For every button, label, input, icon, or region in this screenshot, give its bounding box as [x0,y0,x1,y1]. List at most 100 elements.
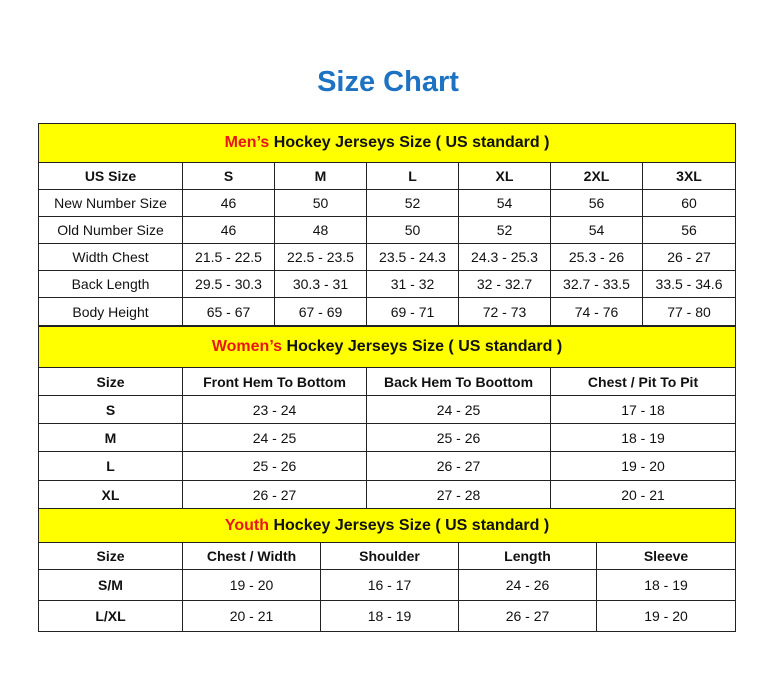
table-cell: 46 [182,189,275,217]
table-cell: 60 [641,189,737,217]
table-cell: 19 - 20 [595,600,737,632]
row-label: New Number Size [38,189,183,217]
section-title: Women’s Hockey Jerseys Size ( US standar… [37,326,737,368]
table-cell: 18 - 19 [549,423,737,452]
table-cell: 32 - 32.7 [458,270,551,298]
table-cell: 50 [366,216,459,244]
section-title-highlight: Men’s [224,134,270,151]
table-cell: 24 - 26 [458,569,597,601]
table-row: L 25 - 26 26 - 27 19 - 20 [38,451,737,481]
column-header: S [182,162,275,190]
row-label: S/M [38,569,183,601]
row-label: XL [38,480,183,509]
womens-size-table: Women’s Hockey Jerseys Size ( US standar… [37,326,737,509]
table-cell: 25 - 26 [182,451,367,481]
table-cell: 25 - 26 [366,423,551,452]
table-cell: 27 - 28 [366,480,551,509]
section-title-highlight: Women’s [211,338,283,355]
table-cell: 23 - 24 [182,395,367,424]
row-label: L/XL [38,600,183,632]
womens-banner: Women’s Hockey Jerseys Size ( US standar… [37,326,737,368]
table-cell: 56 [641,216,737,244]
section-title: Men’s Hockey Jerseys Size ( US standard … [37,123,737,163]
column-header: L [366,162,459,190]
table-cell: 25.3 - 26 [550,243,643,271]
row-label: Width Chest [38,243,183,271]
table-cell: 24 - 25 [182,423,367,452]
row-label: S [38,395,183,424]
table-row: Width Chest 21.5 - 22.5 22.5 - 23.5 23.5 - … [38,243,737,271]
section-title: Youth Hockey Jerseys Size ( US standard … [37,508,737,543]
table-cell: 67 - 69 [274,297,367,326]
table-row: XL 26 - 27 27 - 28 20 - 21 [38,480,737,509]
table-cell: 52 [458,216,551,244]
row-label: Back Length [38,270,183,298]
table-row: Back Length 29.5 - 30.3 30.3 - 31 31 - 32 32… [38,270,737,298]
column-header: 2XL [550,162,643,190]
table-row: L/XL 20 - 21 18 - 19 26 - 27 19 - 20 [38,600,737,632]
table-cell: 54 [550,216,643,244]
table-cell: 21.5 - 22.5 [182,243,275,271]
column-header: 3XL [641,162,737,190]
page-title: Size Chart [317,66,459,98]
youth-size-table: Youth Hockey Jerseys Size ( US standard … [37,508,737,632]
section-title-text: Hockey Jerseys Size ( US standard ) [269,516,550,534]
table-cell: 30.3 - 31 [274,270,367,298]
mens-size-table: Men’s Hockey Jerseys Size ( US standard … [37,123,737,326]
table-cell: 52 [366,189,459,217]
table-cell: 29.5 - 30.3 [182,270,275,298]
table-cell: 18 - 19 [595,569,737,601]
table-row: Old Number Size 46 48 50 52 54 56 [38,216,737,244]
row-label: L [38,451,183,481]
table-cell: 26 - 27 [641,243,737,271]
section-title-text: Hockey Jerseys Size ( US standard ) [269,134,550,151]
column-header: Chest / Pit To Pit [549,367,737,396]
table-cell: 46 [182,216,275,244]
table-cell: 72 - 73 [458,297,551,326]
table-cell: 33.5 - 34.6 [641,270,737,298]
table-row: Body Height 65 - 67 67 - 69 69 - 71 72 - 73 7… [38,297,737,326]
table-cell: 26 - 27 [182,480,367,509]
column-header: US Size [38,162,183,190]
table-cell: 74 - 76 [550,297,643,326]
row-label: Old Number Size [38,216,183,244]
table-cell: 24 - 25 [366,395,551,424]
column-header: Shoulder [320,542,459,570]
column-header: Size [38,367,183,396]
table-cell: 54 [458,189,551,217]
header-row: Size Front Hem To Bottom Back Hem To Boott… [38,367,737,396]
table-cell: 65 - 67 [182,297,275,326]
table-cell: 23.5 - 24.3 [366,243,459,271]
table-cell: 77 - 80 [641,297,737,326]
table-cell: 50 [274,189,367,217]
table-row: S/M 19 - 20 16 - 17 24 - 26 18 - 19 [38,569,737,601]
table-cell: 20 - 21 [182,600,321,632]
table-cell: 26 - 27 [458,600,597,632]
column-header: Size [38,542,183,570]
table-cell: 20 - 21 [549,480,737,509]
table-cell: 56 [550,189,643,217]
table-cell: 18 - 19 [320,600,459,632]
row-label: M [38,423,183,452]
table-cell: 16 - 17 [320,569,459,601]
table-row: New Number Size 46 50 52 54 56 60 [38,189,737,217]
table-row: S 23 - 24 24 - 25 17 - 18 [38,395,737,424]
table-row: M 24 - 25 25 - 26 18 - 19 [38,423,737,452]
table-cell: 22.5 - 23.5 [274,243,367,271]
column-header: Back Hem To Boottom [366,367,551,396]
section-title-highlight: Youth [224,516,270,534]
table-cell: 19 - 20 [549,451,737,481]
column-header: Front Hem To Bottom [182,367,367,396]
column-header: Chest / Width [182,542,321,570]
youth-banner: Youth Hockey Jerseys Size ( US standard … [37,508,737,543]
column-header: XL [458,162,551,190]
header-row: US Size S M L XL 2XL 3XL [38,162,737,190]
table-cell: 24.3 - 25.3 [458,243,551,271]
row-label: Body Height [38,297,183,326]
column-header: Length [458,542,597,570]
table-cell: 17 - 18 [549,395,737,424]
table-cell: 32.7 - 33.5 [550,270,643,298]
column-header: M [274,162,367,190]
section-title-text: Hockey Jerseys Size ( US standard ) [282,338,563,355]
header-row: Size Chest / Width Shoulder Length Sleeve [38,542,737,570]
